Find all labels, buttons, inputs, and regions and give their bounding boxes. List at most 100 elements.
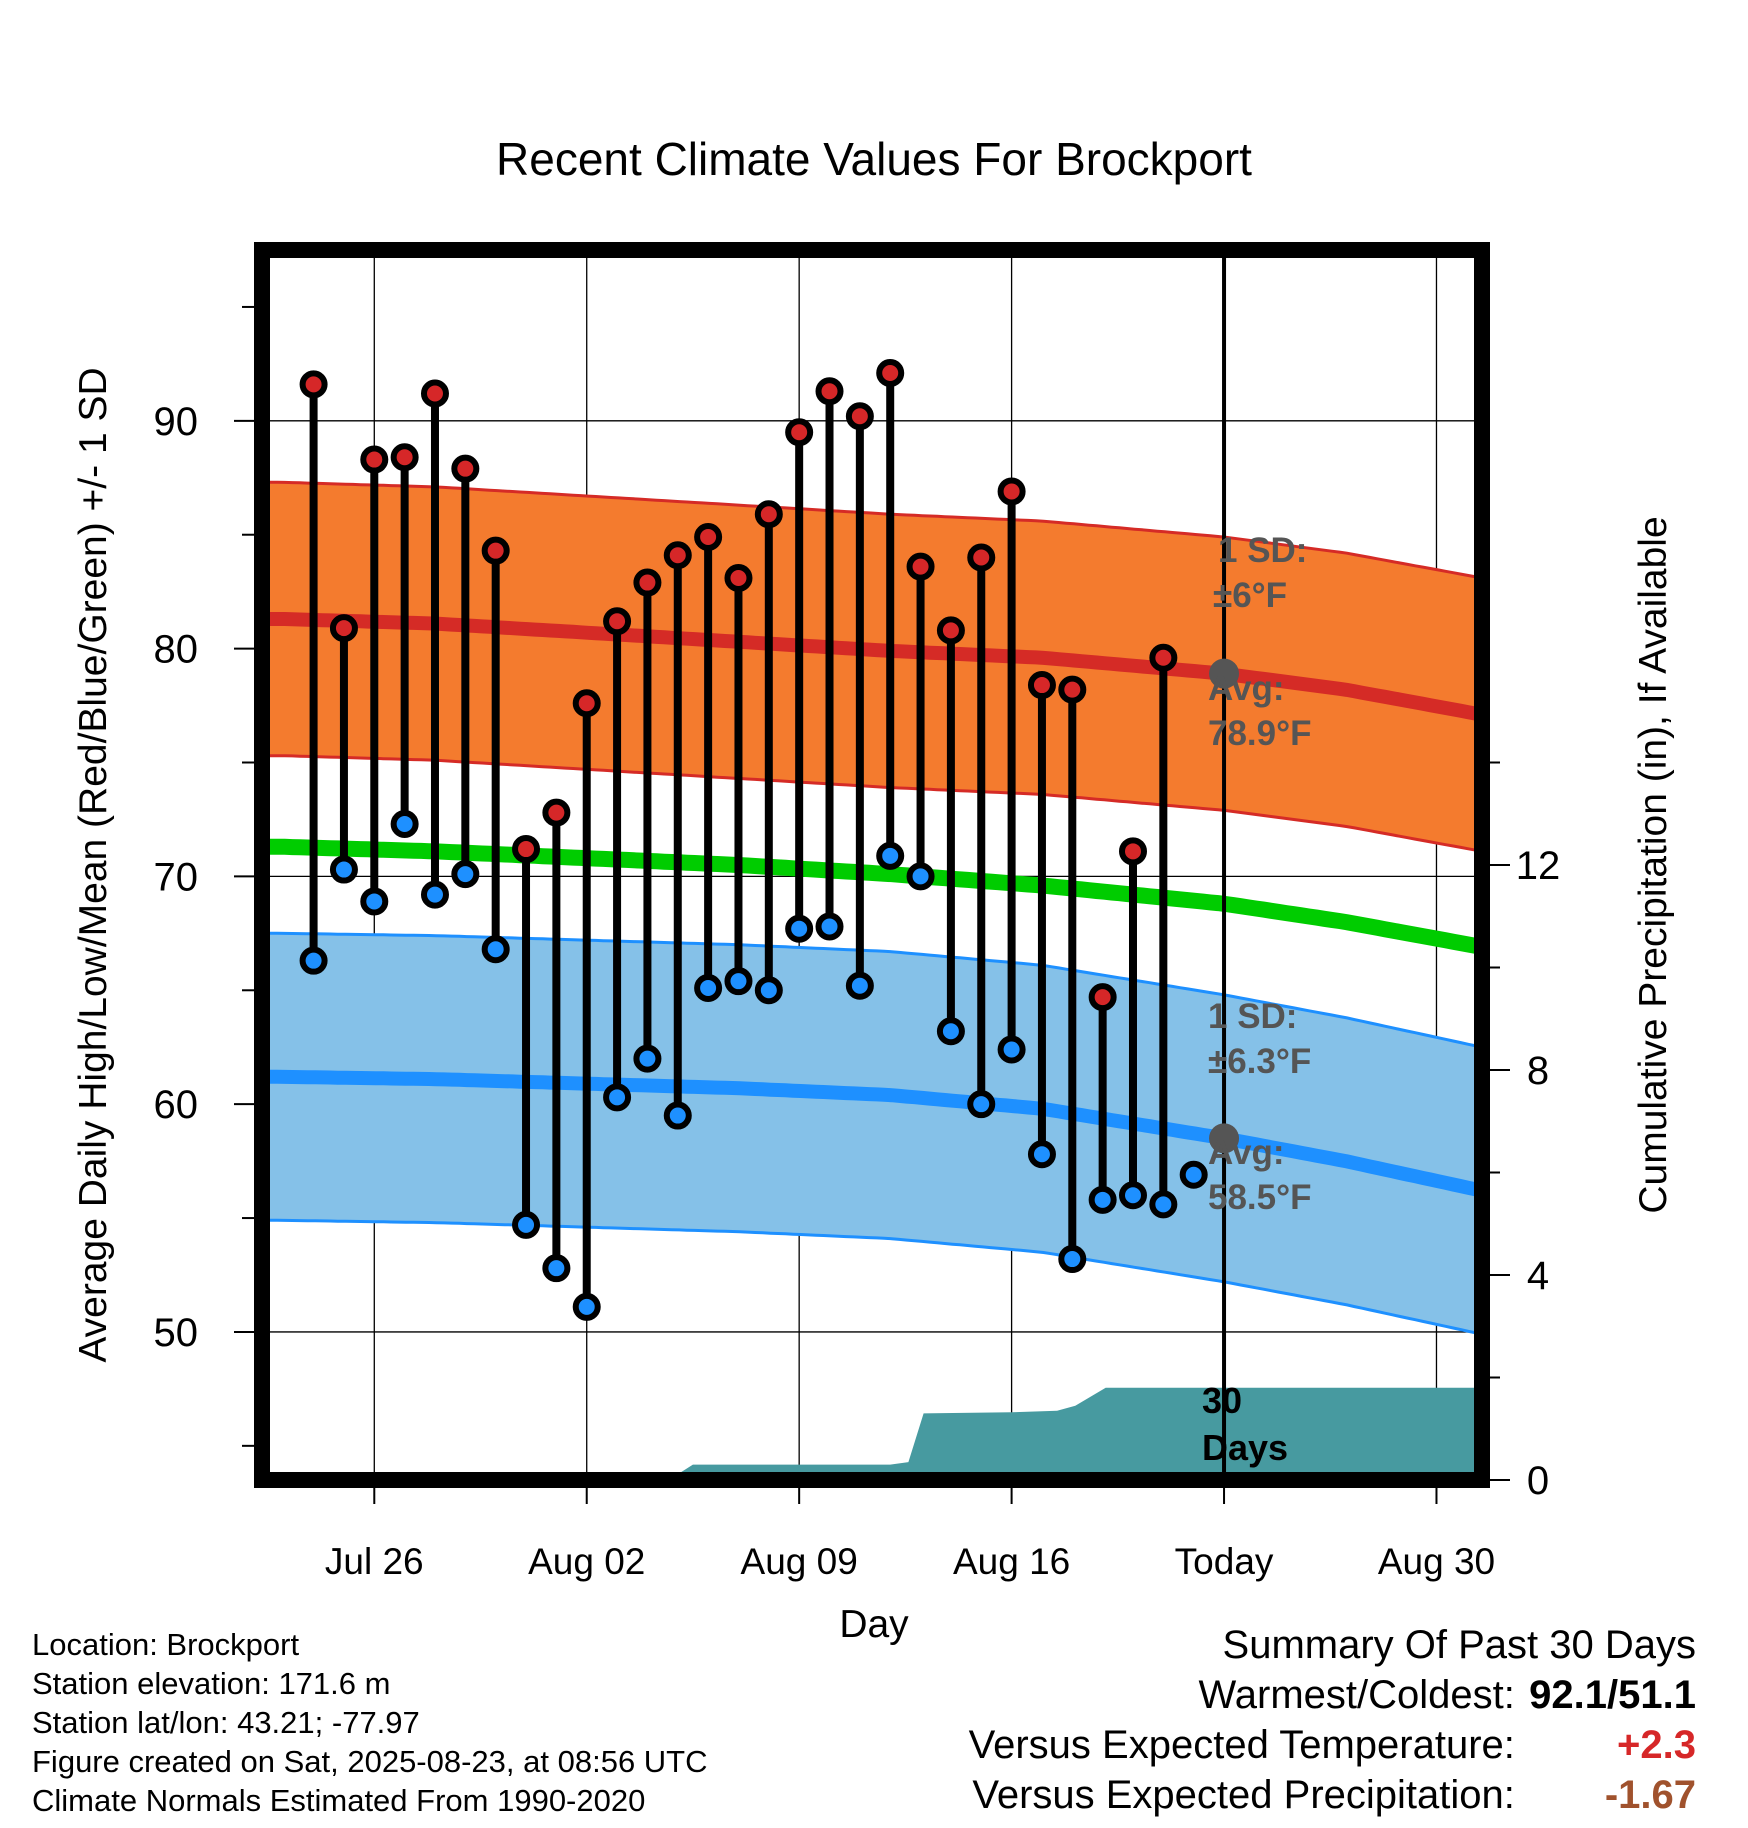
high-point	[967, 543, 996, 572]
chart-title: Recent Climate Values For Brockport	[496, 133, 1252, 185]
low-point	[451, 860, 480, 889]
created-text: Figure created on Sat, 2025-08-23, at 08…	[32, 1744, 708, 1779]
low-point	[603, 1083, 632, 1112]
y-left-tick-label: 70	[154, 855, 199, 899]
high-point	[754, 500, 783, 529]
low-point	[997, 1035, 1026, 1064]
x-tick-label: Aug 09	[741, 1541, 858, 1582]
low-sd-lower-edge	[262, 1218, 1477, 1335]
latlon-text: Station lat/lon: 43.21; -77.97	[32, 1705, 420, 1740]
high-point	[724, 564, 753, 592]
low-point	[1179, 1160, 1208, 1189]
high-point	[572, 689, 601, 718]
low-point	[1027, 1140, 1056, 1169]
high-point	[785, 418, 814, 447]
high-point	[876, 359, 905, 387]
low-sd-label-line2: ±6.3°F	[1208, 1042, 1311, 1081]
high-point	[1027, 671, 1056, 700]
high-point	[329, 614, 358, 643]
today-low-avg-dot	[1209, 1123, 1240, 1154]
low-avg-line	[262, 1069, 1478, 1197]
low-point	[1118, 1181, 1147, 1210]
station-info: Location: Brockport Station elevation: 1…	[32, 1625, 708, 1820]
low-point	[542, 1254, 571, 1283]
normal-bands	[262, 480, 1478, 1335]
y-axis-right-label: Cumulative Precipitation (in), If Availa…	[1632, 516, 1675, 1213]
x-tick-label: Aug 16	[953, 1541, 1070, 1582]
high-point	[481, 536, 510, 565]
high-point	[1088, 983, 1117, 1012]
temp-value: +2.3	[1617, 1723, 1696, 1767]
low-point	[694, 974, 723, 1002]
high-sd-band	[262, 482, 1476, 851]
low-point	[815, 912, 844, 941]
low-point	[1088, 1185, 1117, 1214]
high-avg-label-line1: Avg:	[1208, 669, 1284, 708]
y-left-tick-label: 60	[154, 1083, 199, 1127]
today-marker	[1209, 250, 1240, 1480]
high-point	[694, 523, 723, 551]
high-point	[845, 402, 874, 431]
cumulative-precip-fill	[668, 1387, 1482, 1480]
x-axis-label: Day	[839, 1603, 909, 1646]
axes: Jul 26 Aug 02 Aug 09 Aug 16 Today Aug 30 50 60 7…	[154, 305, 1560, 1582]
high-point	[512, 835, 541, 864]
high-point	[420, 379, 449, 408]
high-point	[1118, 837, 1147, 866]
high-point	[390, 443, 419, 472]
low-point	[754, 976, 783, 1005]
low-point	[785, 914, 814, 943]
high-point	[451, 454, 480, 483]
precip-area	[668, 1387, 1482, 1480]
days-label-line1: 30	[1202, 1380, 1242, 1421]
x-tick-label: Aug 02	[528, 1541, 645, 1582]
low-avg-label-line2: 58.5°F	[1208, 1178, 1312, 1217]
y-left-tick-label: 90	[154, 400, 199, 444]
x-tick-label: Jul 26	[325, 1541, 424, 1582]
high-point	[603, 607, 632, 636]
low-point	[360, 887, 389, 916]
days-label-line2: Days	[1202, 1427, 1288, 1468]
high-avg-label-line2: 78.9°F	[1208, 714, 1312, 753]
warm-cold-value: 92.1/51.1	[1529, 1673, 1696, 1717]
low-point	[876, 841, 905, 870]
high-point	[997, 477, 1026, 506]
low-avg-label-line1: Avg:	[1208, 1133, 1284, 1172]
normals-text: Climate Normals Estimated From 1990-2020	[32, 1783, 646, 1818]
low-point	[724, 967, 753, 996]
high-point	[906, 552, 935, 581]
high-point	[633, 568, 662, 597]
plot-frame	[254, 242, 1490, 1488]
precip-row: Versus Expected Precipitation: -1.67	[969, 1770, 1696, 1820]
warm-cold-label: Warmest/Coldest:	[1198, 1673, 1515, 1717]
low-point	[1058, 1245, 1087, 1274]
high-point	[1149, 643, 1178, 672]
high-sd-label-line1: 1 SD:	[1218, 531, 1307, 570]
low-point	[390, 810, 419, 838]
high-point	[299, 370, 328, 399]
low-point	[420, 880, 449, 909]
low-sd-band	[262, 933, 1476, 1333]
x-tick-label: Today	[1175, 1541, 1274, 1582]
temp-label: Versus Expected Temperature:	[968, 1723, 1515, 1767]
low-point	[329, 855, 358, 884]
low-point	[512, 1210, 541, 1239]
low-sd-label-line1: 1 SD:	[1208, 997, 1297, 1036]
high-point	[815, 377, 844, 406]
elevation-text: Station elevation: 171.6 m	[32, 1666, 391, 1701]
location-text: Location: Brockport	[32, 1627, 300, 1662]
high-point	[542, 798, 571, 827]
high-point	[936, 616, 965, 645]
y-right-tick-label: 0	[1527, 1459, 1549, 1503]
y-left-tick-label: 50	[154, 1311, 199, 1355]
summary-heading: Summary Of Past 30 Days	[1222, 1623, 1696, 1667]
precip-value: -1.67	[1604, 1773, 1696, 1817]
low-point	[299, 946, 328, 975]
band-annotations: 1 SD: ±6°F Avg: 78.9°F 1 SD: ±6.3°F Avg: 58.5°F…	[1202, 531, 1312, 1468]
low-point	[845, 971, 874, 1000]
low-point	[936, 1017, 965, 1046]
low-point	[633, 1044, 662, 1073]
summary-panel: Summary Of Past 30 Days Warmest/Coldest:…	[969, 1620, 1696, 1820]
y-right-tick-label: 8	[1527, 1049, 1549, 1093]
